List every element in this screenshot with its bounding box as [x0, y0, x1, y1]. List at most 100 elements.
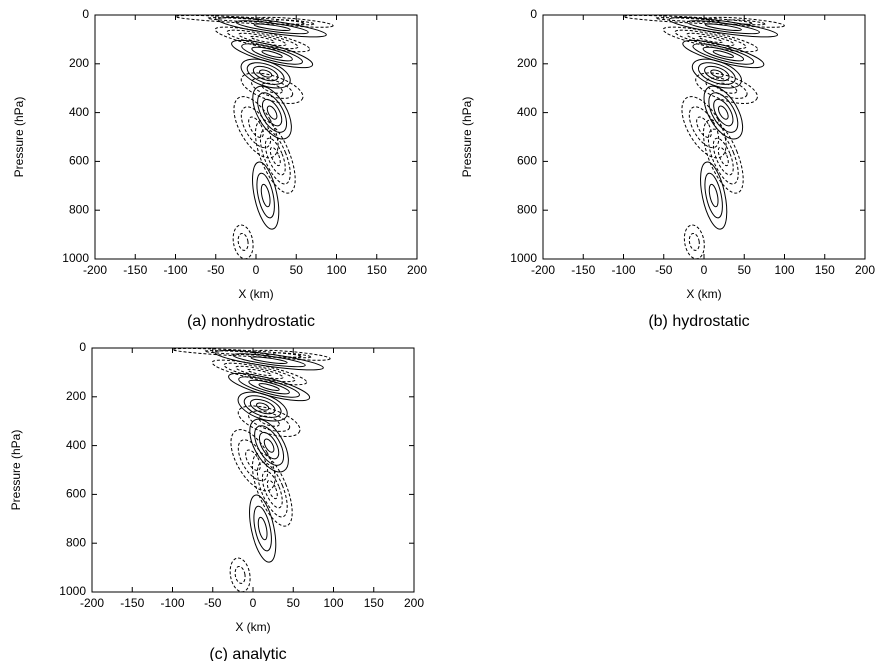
x-tick-label: -150	[571, 263, 595, 277]
contour-line	[695, 72, 758, 104]
contour-line	[256, 461, 288, 518]
contour-line	[237, 232, 249, 251]
x-tick-label: 50	[287, 596, 301, 610]
y-axis-label: Pressure (hPa)	[9, 430, 23, 511]
contour-line	[674, 29, 747, 50]
contour-line	[698, 35, 723, 43]
contour-line	[240, 106, 272, 149]
contour-line	[253, 505, 272, 552]
y-axis-label: Pressure (hPa)	[460, 97, 474, 178]
contour-line	[713, 98, 734, 127]
contour-line	[230, 429, 276, 492]
contour-line	[271, 352, 312, 359]
contour-line	[702, 119, 744, 194]
y-tick-label: 200	[517, 56, 537, 70]
x-tick-label: 100	[326, 263, 346, 277]
contour-line	[712, 137, 734, 176]
contour-line	[710, 69, 724, 78]
plot-frame	[542, 14, 866, 260]
contour-line	[264, 137, 286, 176]
contour-line	[708, 183, 719, 208]
x-tick-label: 200	[404, 596, 424, 610]
contour-line	[217, 16, 327, 38]
caption: (a) nonhydrostatic	[187, 313, 315, 330]
x-axis-label: X (km)	[238, 287, 273, 301]
x-tick-label: -200	[531, 263, 555, 277]
contour-line	[249, 418, 289, 473]
contour-line	[229, 557, 251, 592]
contour-line	[232, 224, 254, 259]
contour-line	[259, 128, 291, 185]
contour-line	[250, 356, 288, 364]
x-tick-label: 200	[855, 263, 875, 277]
contour-line	[261, 98, 283, 127]
x-tick-label: 150	[364, 596, 384, 610]
contour-line	[257, 92, 288, 133]
panel: -200 -150 -100 -50 0 50 100 150 200 0 200 400 600 800…	[460, 7, 875, 330]
x-tick-label: -200	[83, 263, 107, 277]
x-axis-label: X (km)	[686, 287, 721, 301]
y-tick-label: 1000	[510, 251, 537, 265]
y-tick-label: 600	[517, 154, 537, 168]
x-tick-label: -100	[163, 263, 187, 277]
contour-line	[696, 116, 712, 138]
y-tick-label: 800	[66, 535, 86, 549]
contour-line	[204, 350, 270, 356]
contour-line	[261, 50, 283, 58]
plot-frame	[94, 14, 418, 260]
contour-line	[682, 39, 765, 69]
contour-line	[234, 565, 246, 584]
plot-frame	[91, 347, 415, 593]
contour-line	[253, 23, 291, 31]
contour-line	[251, 452, 293, 527]
contour-line	[704, 23, 742, 31]
y-tick-label: 400	[517, 105, 537, 119]
contour-line	[172, 348, 302, 358]
x-tick-label: 100	[323, 596, 343, 610]
contours	[172, 348, 331, 592]
contour-line	[269, 146, 281, 167]
contour-line	[252, 85, 292, 140]
contour-line	[258, 383, 280, 391]
x-tick-label: 0	[250, 596, 257, 610]
x-tick-label: -150	[123, 263, 147, 277]
contour-line	[702, 46, 745, 62]
x-tick-label: -50	[655, 263, 673, 277]
x-tick-label: -200	[80, 596, 104, 610]
contour-line	[708, 92, 739, 133]
contour-line	[241, 43, 303, 65]
contour-line	[258, 431, 280, 460]
contour-line	[261, 470, 283, 509]
x-tick-label: 0	[253, 263, 260, 277]
y-tick-label: 0	[82, 7, 89, 21]
contour-line	[228, 372, 311, 402]
contour-line	[251, 46, 293, 62]
contour-line	[235, 365, 284, 380]
y-tick-label: 600	[69, 154, 89, 168]
contour-line	[237, 405, 301, 437]
contour-line	[668, 16, 779, 38]
x-tick-label: 150	[815, 263, 835, 277]
panel: -200 -150 -100 -50 0 50 100 150 200 0 200 400 600 800…	[9, 340, 424, 663]
contour-line	[257, 516, 268, 541]
contour-line	[697, 62, 736, 85]
contour-line	[175, 15, 305, 25]
contour-line	[254, 425, 285, 466]
contour-line	[688, 106, 720, 149]
contour-line	[252, 349, 331, 361]
x-tick-label: -100	[160, 596, 184, 610]
contour-line	[688, 232, 700, 251]
contour-line	[231, 39, 314, 69]
contour-line	[255, 16, 334, 28]
contour-line	[623, 15, 753, 25]
contour-line	[717, 105, 729, 120]
contour-line	[712, 50, 734, 58]
caption: (b) hydrostatic	[648, 313, 749, 330]
contour-line	[705, 77, 748, 99]
contour-line	[717, 146, 729, 167]
y-tick-label: 0	[79, 340, 86, 354]
contour-line	[258, 415, 280, 427]
y-tick-label: 800	[69, 202, 89, 216]
contour-line	[263, 438, 275, 453]
